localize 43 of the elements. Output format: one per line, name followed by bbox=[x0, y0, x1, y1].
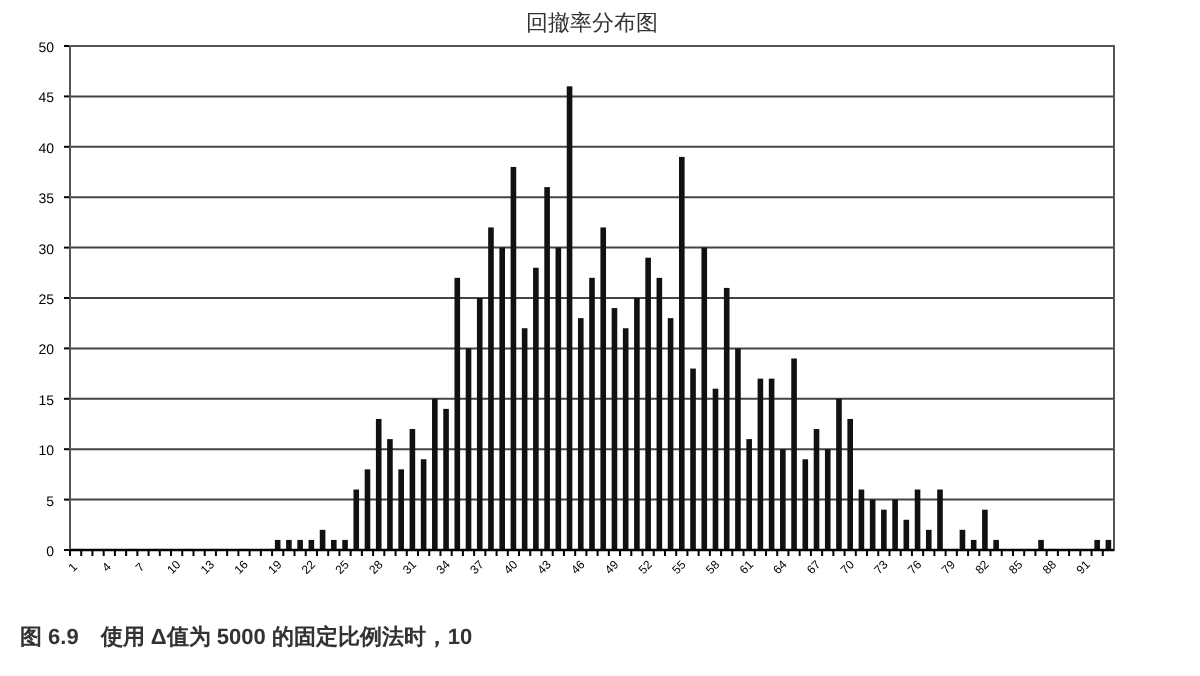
bar bbox=[544, 187, 550, 550]
bar bbox=[679, 156, 685, 550]
bar bbox=[746, 439, 752, 550]
chart-title: 回撤率分布图 bbox=[526, 10, 658, 36]
bar bbox=[1038, 539, 1044, 550]
bar bbox=[982, 509, 988, 550]
bar bbox=[836, 398, 842, 550]
bar bbox=[847, 418, 853, 550]
bar bbox=[375, 418, 382, 550]
bar bbox=[892, 499, 898, 550]
bar bbox=[432, 398, 438, 550]
bar bbox=[488, 227, 494, 550]
bar bbox=[791, 358, 797, 550]
bar bbox=[735, 348, 741, 550]
bar bbox=[533, 267, 539, 550]
bar bbox=[634, 298, 640, 550]
bar bbox=[589, 277, 595, 550]
bar bbox=[454, 277, 461, 550]
bar bbox=[387, 439, 393, 550]
bar bbox=[1094, 539, 1100, 550]
bar bbox=[824, 449, 831, 550]
bar bbox=[925, 529, 932, 550]
bar bbox=[353, 489, 360, 550]
bar bbox=[690, 368, 696, 550]
bar bbox=[645, 257, 651, 550]
bar bbox=[937, 489, 943, 550]
bar bbox=[881, 509, 887, 550]
bar bbox=[286, 539, 292, 550]
bar bbox=[297, 539, 303, 550]
bar bbox=[802, 459, 809, 550]
bar bbox=[701, 247, 708, 550]
bar bbox=[780, 449, 786, 550]
bar bbox=[993, 539, 999, 550]
bar bbox=[443, 408, 449, 550]
bar bbox=[342, 539, 348, 550]
bar bbox=[398, 469, 404, 550]
bar bbox=[723, 287, 730, 550]
bar bbox=[600, 227, 607, 550]
bar bbox=[476, 298, 483, 550]
bar bbox=[577, 318, 584, 550]
bar bbox=[331, 539, 337, 550]
bar bbox=[499, 247, 505, 550]
caption: 图 6.9 使用 Δ值为 5000 的固定比例法时，10 bbox=[20, 624, 473, 650]
